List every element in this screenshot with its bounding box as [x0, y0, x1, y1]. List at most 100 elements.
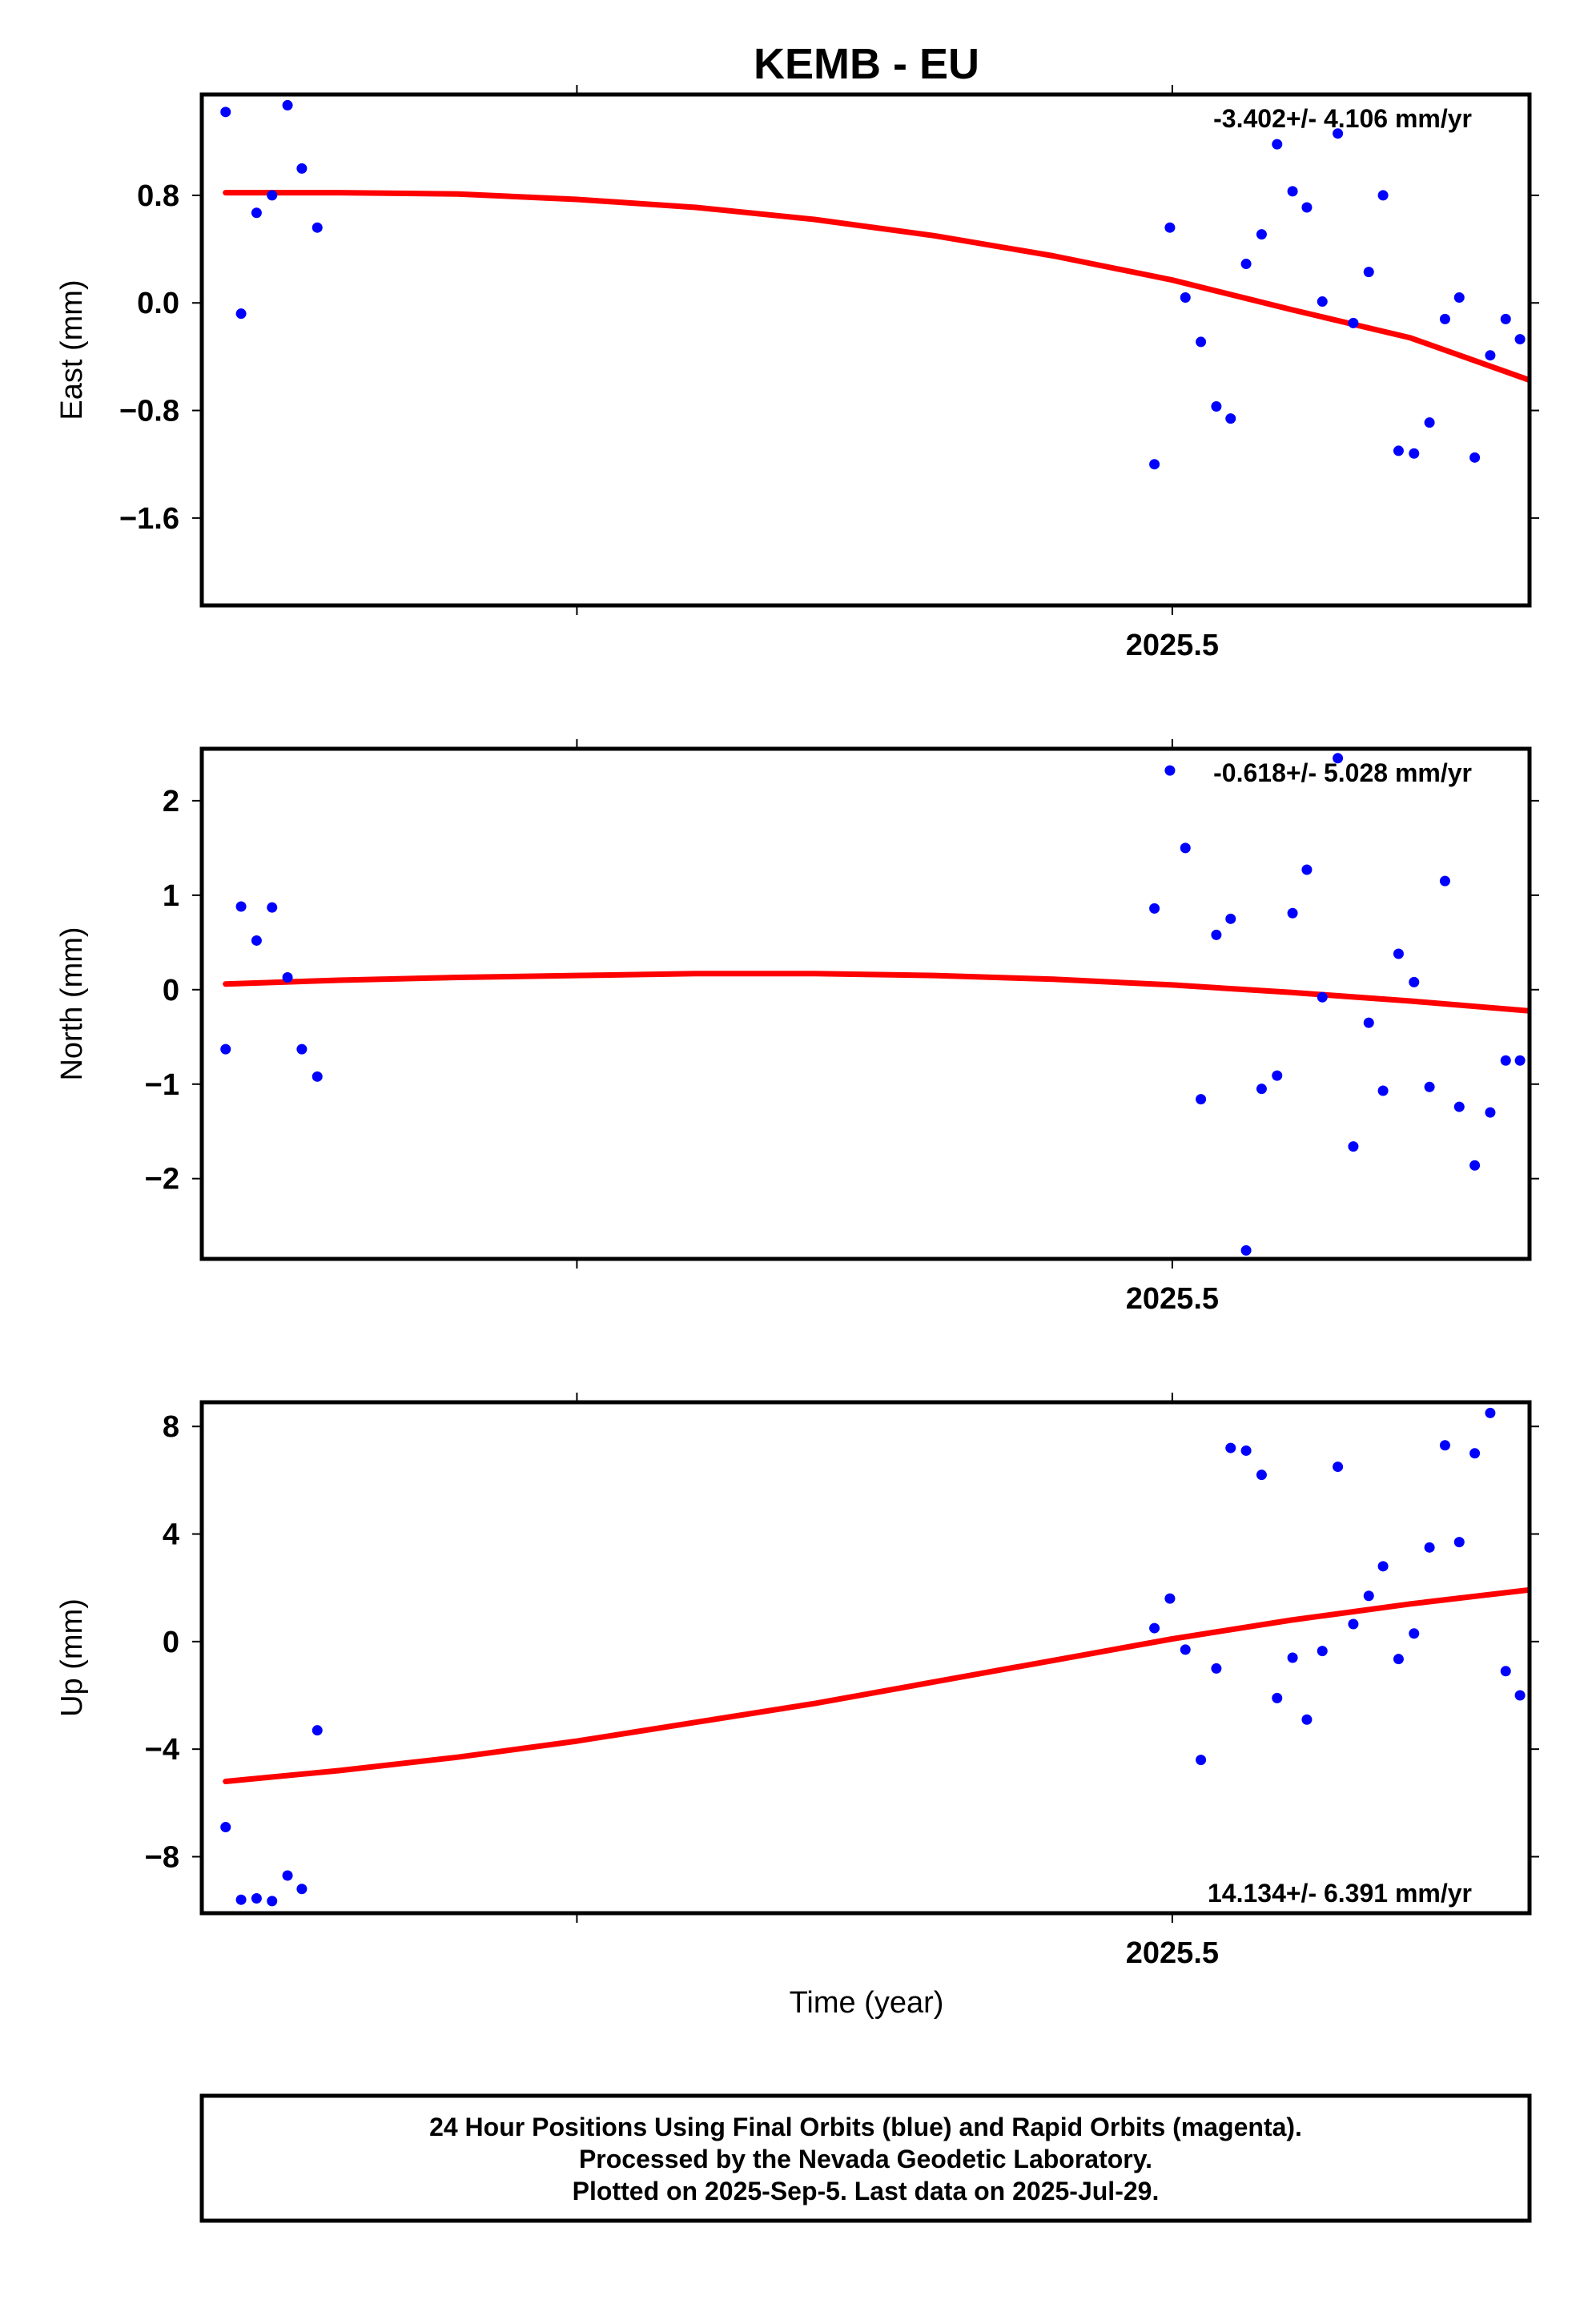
up-data-point [1348, 1618, 1359, 1630]
east-data-point [1348, 317, 1359, 328]
east-data-point [235, 308, 247, 320]
up-data-point [1256, 1470, 1267, 1481]
east-data-point [296, 163, 308, 174]
east-data-point [1225, 413, 1236, 424]
north-data-point [1424, 1081, 1435, 1092]
north-data-point [235, 901, 247, 912]
north-data-point [1317, 991, 1328, 1003]
up-data-point [1377, 1561, 1389, 1572]
up-data-point [1453, 1537, 1465, 1548]
east-data-point [1439, 313, 1450, 324]
up-data-point [1562, 1594, 1572, 1604]
up-fit-line [223, 1586, 1530, 1784]
east-plot-area [220, 99, 1572, 470]
up-x-tick-label: 2025.5 [1126, 1936, 1219, 1970]
north-data-point [1348, 1141, 1359, 1152]
east-data-point [1485, 350, 1496, 361]
north-data-point [1577, 887, 1587, 897]
north-data-point [1272, 1070, 1283, 1081]
north-data-point [282, 971, 293, 983]
up-data-point [1530, 1558, 1541, 1569]
chart-title: KEMB - EU [754, 40, 979, 88]
east-y-tick-label: −0.8 [119, 395, 179, 428]
east-data-point [1149, 459, 1160, 470]
north-rate-label: -0.618+/- 5.028 mm/yr [1213, 758, 1472, 787]
up-data-point [1301, 1714, 1313, 1725]
east-data-point [251, 207, 262, 219]
up-data-point [1287, 1652, 1298, 1663]
up-y-tick-label: −4 [145, 1733, 179, 1767]
north-x-tick-label: 2025.5 [1126, 1282, 1219, 1316]
east-y-tick-label: −1.6 [119, 502, 179, 536]
north-data-point [1530, 871, 1541, 882]
up-data-point [1577, 1654, 1587, 1664]
east-data-point [1453, 292, 1465, 304]
north-y-tick-label: 2 [163, 785, 179, 818]
north-plot-area [220, 753, 1587, 1256]
up-y-tick-label: −8 [145, 1840, 179, 1874]
east-data-point [220, 107, 231, 118]
up-data-point [1424, 1542, 1435, 1553]
north-data-point [1287, 907, 1298, 919]
north-data-point [1469, 1160, 1481, 1171]
east-data-point [1469, 452, 1481, 463]
up-data-point [1485, 1407, 1496, 1418]
north-data-point [1180, 842, 1191, 854]
north-data-point [312, 1071, 323, 1082]
east-data-point [1333, 128, 1344, 139]
up-data-point [1211, 1663, 1222, 1674]
east-data-point [1211, 401, 1222, 412]
north-data-point [1225, 913, 1236, 924]
east-plot-frame [199, 92, 1532, 608]
north-data-point [1256, 1084, 1267, 1095]
up-data-point [1317, 1646, 1328, 1657]
east-data-point [1377, 190, 1389, 201]
east-data-point [1301, 202, 1313, 213]
footer-frame [199, 2093, 1532, 2223]
north-data-point [1196, 1094, 1207, 1105]
up-data-point [1393, 1654, 1404, 1665]
up-data-point [1469, 1448, 1481, 1459]
east-data-point [1240, 259, 1252, 270]
up-data-point [251, 1893, 262, 1904]
east-data-point [1256, 229, 1267, 240]
north-data-point [1301, 864, 1313, 875]
up-data-point [312, 1725, 323, 1736]
east-x-tick-label: 2025.5 [1126, 629, 1219, 662]
east-data-point [282, 99, 293, 111]
north-data-point [1333, 753, 1344, 764]
up-panel: 2025.5 8 4 0 −4 −8 Up (mm) 14.134+/- 6.391 mm/y… [55, 1393, 1587, 1970]
north-data-point [1562, 1083, 1572, 1093]
up-data-point [1333, 1462, 1344, 1473]
east-data-point [1287, 186, 1298, 197]
east-data-point [1317, 296, 1328, 308]
north-data-point [1164, 765, 1176, 776]
north-y-tick-label: 0 [163, 974, 179, 1007]
up-data-point [1500, 1666, 1511, 1677]
east-data-point [1272, 139, 1283, 150]
up-y-tick-label: 4 [163, 1518, 179, 1552]
east-data-point [1562, 302, 1572, 312]
east-data-point [1196, 336, 1207, 348]
north-data-point [296, 1043, 308, 1055]
north-data-point [1500, 1055, 1511, 1066]
footer-box: 24 Hour Positions Using Final Orbits (bl… [199, 2093, 1532, 2223]
up-data-point [220, 1822, 231, 1833]
east-data-point [267, 190, 278, 201]
east-data-point [1514, 334, 1526, 345]
up-plot-frame [199, 1400, 1532, 1916]
east-data-point [1530, 366, 1541, 376]
north-data-point [1514, 1055, 1526, 1066]
up-data-point [1196, 1755, 1207, 1766]
north-data-point [1211, 929, 1222, 940]
up-data-point [267, 1896, 278, 1907]
north-y-tick-label: −1 [145, 1068, 179, 1102]
north-data-point [1240, 1244, 1252, 1256]
up-rate-label: 14.134+/- 6.391 mm/yr [1208, 1879, 1472, 1908]
north-data-point [1363, 1017, 1374, 1028]
north-data-point [220, 1043, 231, 1055]
up-data-point [296, 1884, 308, 1895]
east-data-point [1409, 448, 1420, 459]
footer-line-3: Plotted on 2025-Sep-5. Last data on 2025… [573, 2177, 1160, 2205]
